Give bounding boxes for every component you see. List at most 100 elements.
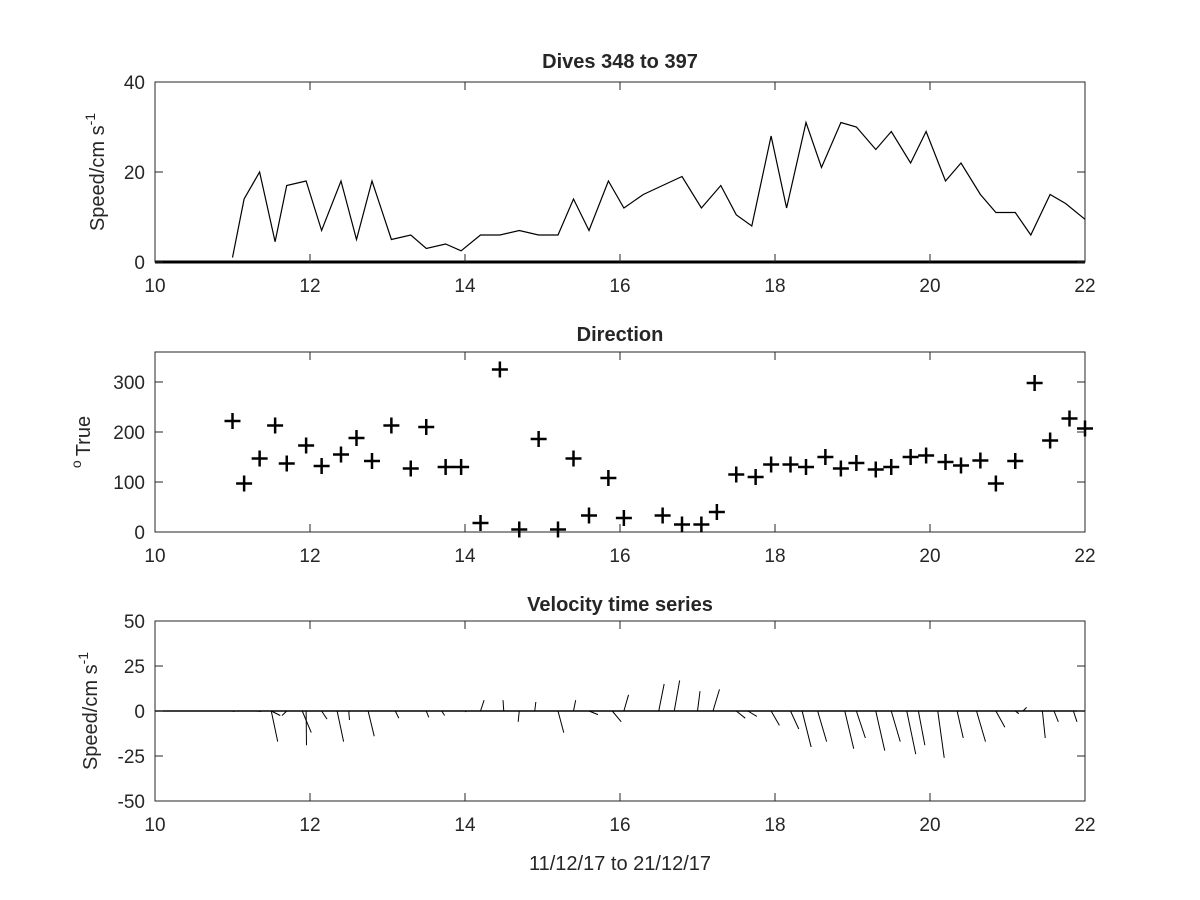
direction-point — [883, 459, 900, 475]
direction-point — [600, 470, 617, 486]
speed-series-line — [231, 120, 1086, 258]
velocity-stick — [747, 710, 758, 717]
velocity-stick — [712, 689, 720, 712]
velocity-stick — [588, 710, 599, 716]
velocity-ticks: 10 12 14 16 18 20 22 -50 -25 0 25 50 — [118, 612, 1096, 836]
velocity-stick — [1072, 710, 1078, 722]
speed-xtick-label: 16 — [609, 276, 630, 297]
direction-panel: Direction 10 12 14 16 18 20 22 0 100 200 300 o True — [68, 324, 1096, 567]
velocity-stick — [770, 710, 780, 726]
velocity-xtick-label: 16 — [609, 815, 630, 836]
direction-point — [1061, 410, 1078, 427]
direction-point — [251, 450, 268, 467]
direction-xtick-label: 14 — [454, 546, 476, 567]
velocity-stick — [937, 710, 945, 758]
direction-xtick-label: 22 — [1074, 546, 1095, 567]
speed-title: Dives 348 to 397 — [542, 51, 698, 73]
direction-point — [267, 417, 284, 434]
direction-point — [278, 455, 295, 472]
velocity-ylabel-text: Speed/cm s — [80, 664, 102, 770]
direction-point — [348, 430, 365, 446]
velocity-xtick-label: 18 — [764, 815, 785, 836]
direction-point — [848, 455, 865, 471]
direction-point — [867, 461, 884, 478]
speed-axes-frame — [154, 81, 1086, 263]
velocity-stick — [271, 710, 281, 716]
direction-ytick-label: 300 — [113, 373, 145, 394]
speed-xtick-label: 10 — [144, 276, 165, 297]
direction-title: Direction — [577, 324, 664, 346]
velocity-stick — [1022, 707, 1027, 712]
velocity-ytick-label: 25 — [124, 657, 145, 678]
velocity-title: Velocity time series — [527, 594, 713, 616]
speed-ytick-label: 20 — [124, 163, 145, 184]
direction-point — [918, 447, 935, 464]
direction-xtick-label: 12 — [299, 546, 320, 567]
direction-xtick-label: 20 — [919, 546, 940, 567]
direction-point — [402, 460, 419, 477]
velocity-stick — [1014, 710, 1020, 715]
velocity-stick — [534, 701, 537, 712]
velocity-stick — [425, 710, 430, 718]
speed-ylabel-superscript: -1 — [82, 113, 98, 126]
velocity-xtick-label: 12 — [299, 815, 320, 836]
velocity-stick — [336, 710, 345, 742]
velocity-xlabel: 11/12/17 to 21/12/17 — [529, 853, 711, 875]
direction-point — [817, 449, 834, 465]
direction-ytick-label: 200 — [113, 423, 145, 444]
velocity-stick — [321, 710, 328, 720]
velocity-stick — [735, 710, 746, 719]
velocity-stick — [502, 700, 505, 712]
direction-ylabel-superscript: o — [68, 460, 84, 468]
velocity-marks — [155, 680, 1085, 758]
speed-xtick-label: 22 — [1074, 276, 1095, 297]
velocity-stick — [623, 694, 630, 712]
velocity-stick — [348, 710, 350, 721]
velocity-stick — [976, 710, 986, 742]
direction-point — [298, 437, 315, 454]
direction-point — [1077, 420, 1093, 437]
direction-axes-frame — [154, 351, 1086, 533]
direction-marks — [224, 361, 1093, 538]
direction-ytick-label: 100 — [113, 473, 145, 494]
velocity-stick — [855, 710, 866, 739]
speed-ytick-label: 40 — [124, 73, 145, 94]
direction-point — [550, 521, 566, 538]
velocity-stick — [281, 710, 288, 716]
velocity-stick — [875, 710, 886, 751]
velocity-xtick-label: 14 — [454, 815, 476, 836]
speed-xtick-label: 20 — [919, 276, 940, 297]
direction-point — [1007, 453, 1024, 469]
direction-point — [364, 453, 380, 469]
direction-xtick-label: 10 — [144, 546, 165, 567]
speed-panel: Dives 348 to 397 10 12 14 16 18 20 22 0 20 40 Spe… — [82, 51, 1096, 297]
direction-point — [937, 454, 954, 470]
speed-xtick-label: 12 — [299, 276, 320, 297]
direction-point — [224, 413, 241, 429]
direction-point — [763, 456, 780, 473]
velocity-stick — [817, 710, 828, 742]
velocity-stick — [464, 710, 467, 713]
direction-point — [972, 452, 989, 469]
velocity-xtick-label: 10 — [144, 815, 165, 836]
velocity-ytick-label: -50 — [118, 792, 145, 813]
velocity-stick — [301, 710, 312, 733]
velocity-ylabel-superscript: -1 — [75, 652, 91, 665]
speed-ticks: 10 12 14 16 18 20 22 0 20 40 — [124, 73, 1096, 297]
direction-ytick-label: 0 — [134, 523, 145, 544]
velocity-stick — [844, 710, 855, 749]
velocity-stick — [1041, 710, 1046, 739]
direction-point — [383, 417, 400, 434]
velocity-stick — [1053, 710, 1059, 722]
direction-point — [747, 469, 764, 485]
direction-ylabel: o True — [68, 416, 95, 468]
velocity-ylabel: Speed/cm s-1 — [75, 652, 102, 770]
speed-xtick-label: 18 — [764, 276, 785, 297]
direction-point — [565, 450, 582, 467]
velocity-xtick-label: 22 — [1074, 815, 1095, 836]
direction-point — [581, 507, 597, 524]
velocity-stick — [658, 683, 665, 712]
velocity-stick — [394, 710, 400, 719]
velocity-stick — [956, 710, 964, 739]
